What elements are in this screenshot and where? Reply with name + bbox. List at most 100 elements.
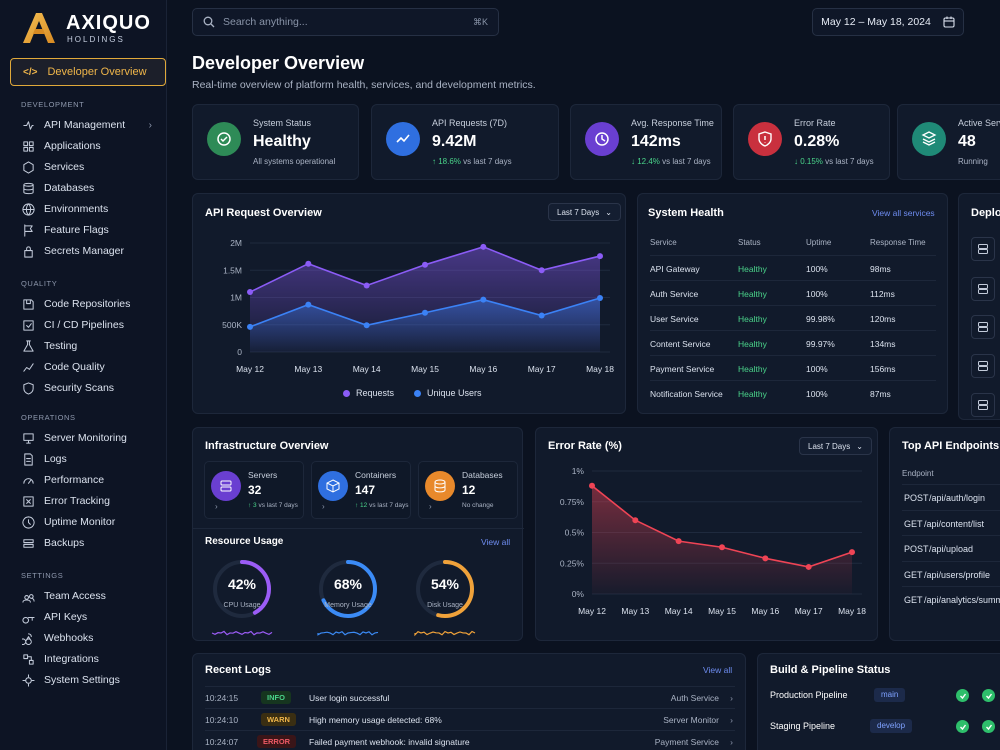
infra-box-containers[interactable]: Containers 147 › ↑ 12 vs last 7 days [311,461,411,519]
sidebar-item-webhooks[interactable]: Webhooks [22,629,162,647]
sidebar-item-feature-flags[interactable]: Feature Flags [22,221,162,239]
endpoint-row[interactable]: GET/api/users/profile [902,560,1000,586]
sidebar-item-label: Security Scans [44,382,115,394]
kpi-card-error-rate[interactable]: Error Rate 0.28% ↓ 0.15% vs last 7 days [733,104,890,180]
table-row[interactable]: Notification Service Healthy 100% 87ms [650,380,936,405]
sparkline [414,630,476,637]
layers-icon [912,122,946,156]
log-row[interactable]: 10:24:15 INFO User login successful Auth Se… [205,686,735,708]
search-input[interactable]: Search anything... ⌘K [192,8,499,36]
sidebar-item-code-repositories[interactable]: Code Repositories [22,295,162,313]
sidebar-item-error-tracking[interactable]: Error Tracking [22,492,162,510]
sidebar-item-team-access[interactable]: Team Access [22,587,162,605]
endpoint-row[interactable]: POST/api/auth/login [902,484,1000,509]
check-circle-icon [207,122,241,156]
sidebar-item-logs[interactable]: Logs [22,450,162,468]
column-header-service: Service [650,238,677,247]
api-request-overview-card: API Request Overview Last 7 Days ⌄ 0 500K… [192,193,626,414]
column-header-response-time: Response Time [870,238,926,247]
kpi-label: System Status [253,118,312,128]
chevron-right-icon[interactable]: › [730,715,733,725]
pipeline-row[interactable]: Production Pipeline main [770,684,995,714]
sidebar-item-developer-overview[interactable]: </> Developer Overview [10,58,166,86]
infra-value: 12 [462,483,476,497]
infra-box-servers[interactable]: Servers 32 › ↑ 3 vs last 7 days [204,461,304,519]
data-point [597,253,603,260]
server-icon[interactable] [971,354,995,378]
sidebar-item-label: Logs [44,453,67,465]
chevron-right-icon[interactable]: › [429,502,432,511]
disk-usage-ring [414,560,476,637]
kpi-value: 0.28% [794,133,840,150]
server-icon[interactable] [971,277,995,301]
error-rate-range-dropdown[interactable]: Last 7 Days ⌄ [799,437,872,455]
sidebar-item-security-scans[interactable]: Security Scans [22,379,162,397]
server-icon[interactable] [971,315,995,339]
sidebar-item-label: API Management [44,119,126,131]
endpoint-row[interactable]: POST/api/upload [902,535,1000,560]
kpi-card-api-requests-7d[interactable]: API Requests (7D) 9.42M ↑ 18.6% vs last 7 … [371,104,559,180]
table-cell: Content Service [650,339,711,349]
kpi-card-avg-response-time[interactable]: Avg. Response Time 142ms ↓ 12.4% vs last 7… [570,104,722,180]
chevron-right-icon[interactable]: › [730,693,733,703]
search-icon [203,16,215,28]
sidebar-item-label: Performance [44,474,105,486]
search-shortcut: ⌘K [472,16,488,27]
sidebar-item-performance[interactable]: Performance [22,471,162,489]
ring-label: Disk Usage [427,602,463,609]
sidebar-item-testing[interactable]: Testing [22,337,162,355]
server-icon[interactable] [971,393,995,417]
server-icon[interactable] [971,237,995,261]
trend-up-icon [386,122,420,156]
sidebar-item-api-management[interactable]: API Management › [22,116,162,134]
sidebar-item-uptime-monitor[interactable]: Uptime Monitor [22,513,162,531]
pipeline-row[interactable]: Staging Pipeline develop [770,715,995,745]
sidebar-item-databases[interactable]: Databases [22,179,162,197]
table-row[interactable]: User Service Healthy 99.98% 120ms [650,305,936,330]
chevron-right-icon[interactable]: › [215,502,218,511]
log-service: Payment Service [654,737,719,747]
log-row[interactable]: 10:24:10 WARN High memory usage detected: … [205,708,735,730]
endpoint-row[interactable]: GET/api/analytics/summ [902,586,1000,611]
secrets-manager-icon [24,245,33,258]
sidebar-item-label: CI / CD Pipelines [44,319,124,331]
deployments-title: Deplo [971,207,1000,219]
sidebar-item-services[interactable]: Services [22,158,162,176]
sidebar-item-code-quality[interactable]: Code Quality [22,358,162,376]
endpoint-path: /api/upload [929,544,974,554]
webhooks-icon [22,632,32,645]
sidebar-item-applications[interactable]: Applications [22,137,162,155]
kpi-card-active-serv[interactable]: Active Serv 48 Running [897,104,1000,180]
kpi-sub-label: Running [958,157,988,166]
sidebar-item-label: Code Repositories [44,298,131,310]
sidebar-item-secrets-manager[interactable]: Secrets Manager [22,242,162,260]
table-row[interactable]: Auth Service Healthy 100% 112ms [650,280,936,305]
infra-box-databases[interactable]: Databases 12 › No change [418,461,518,519]
sidebar-item-environments[interactable]: Environments [22,200,162,218]
sidebar-item-api-keys[interactable]: API Keys [22,608,162,626]
resource-view-all-link[interactable]: View all [481,537,511,547]
sidebar-item-server-monitoring[interactable]: Server Monitoring [22,429,162,447]
logs-view-all-link[interactable]: View all [703,665,733,675]
kpi-card-system-status[interactable]: System Status Healthy All systems operatio… [192,104,359,180]
sidebar-item-backups[interactable]: Backups [22,534,162,552]
sidebar-item-ci-cd-pipelines[interactable]: CI / CD Pipelines [22,316,162,334]
endpoint-row[interactable]: GET/api/content/list [902,509,1000,535]
log-row[interactable]: 10:24:07 ERROR Failed payment webhook: inv… [205,730,735,750]
view-all-services-link[interactable]: View all services [872,208,935,218]
log-time: 10:24:10 [205,715,239,725]
api-overview-range-dropdown[interactable]: Last 7 Days ⌄ [548,203,621,221]
sidebar-item-integrations[interactable]: Integrations [22,650,162,668]
table-cell: 112ms [870,289,895,299]
table-row[interactable]: API Gateway Healthy 100% 98ms [650,255,936,280]
table-row[interactable]: Payment Service Healthy 100% 156ms [650,355,936,380]
date-range-picker[interactable]: May 12 – May 18, 2024 [812,8,964,36]
chevron-right-icon[interactable]: › [730,737,733,747]
sidebar-item-system-settings[interactable]: System Settings [22,671,162,689]
x-tick-label: May 12 [236,364,264,374]
endpoint-path: /api/users/profile [924,569,991,580]
table-row[interactable]: Content Service Healthy 99.97% 134ms [650,330,936,355]
chevron-right-icon[interactable]: › [322,502,325,511]
sidebar-item-label: Server Monitoring [44,432,127,444]
branch-badge: main [874,688,906,702]
